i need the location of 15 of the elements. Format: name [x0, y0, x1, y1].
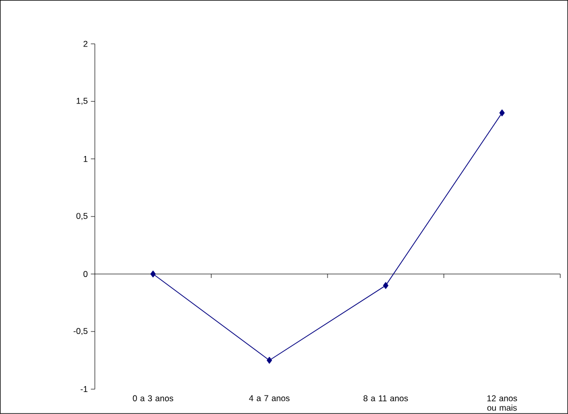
- y-tick-label: -0,5: [74, 328, 88, 336]
- y-tick-label: 1: [84, 156, 88, 162]
- y-tick-label: 2: [84, 40, 88, 47]
- x-tick-label: 0 a 3 anos: [132, 395, 174, 402]
- point: [266, 356, 272, 364]
- y-tick-label: -1: [80, 386, 88, 392]
- x-tick-label: 4 a 7 anos: [249, 395, 290, 402]
- y-tick-label: 0,5: [76, 213, 88, 220]
- y-tick-label: 1,5: [76, 98, 88, 105]
- point: [499, 110, 505, 116]
- y-tick-label: 0: [83, 271, 88, 278]
- point: [150, 270, 156, 278]
- x-tick-label: 12 anos ou mais: [487, 395, 518, 411]
- point: [383, 282, 388, 289]
- x-tick-label: 8 a 11 anos: [364, 395, 408, 402]
